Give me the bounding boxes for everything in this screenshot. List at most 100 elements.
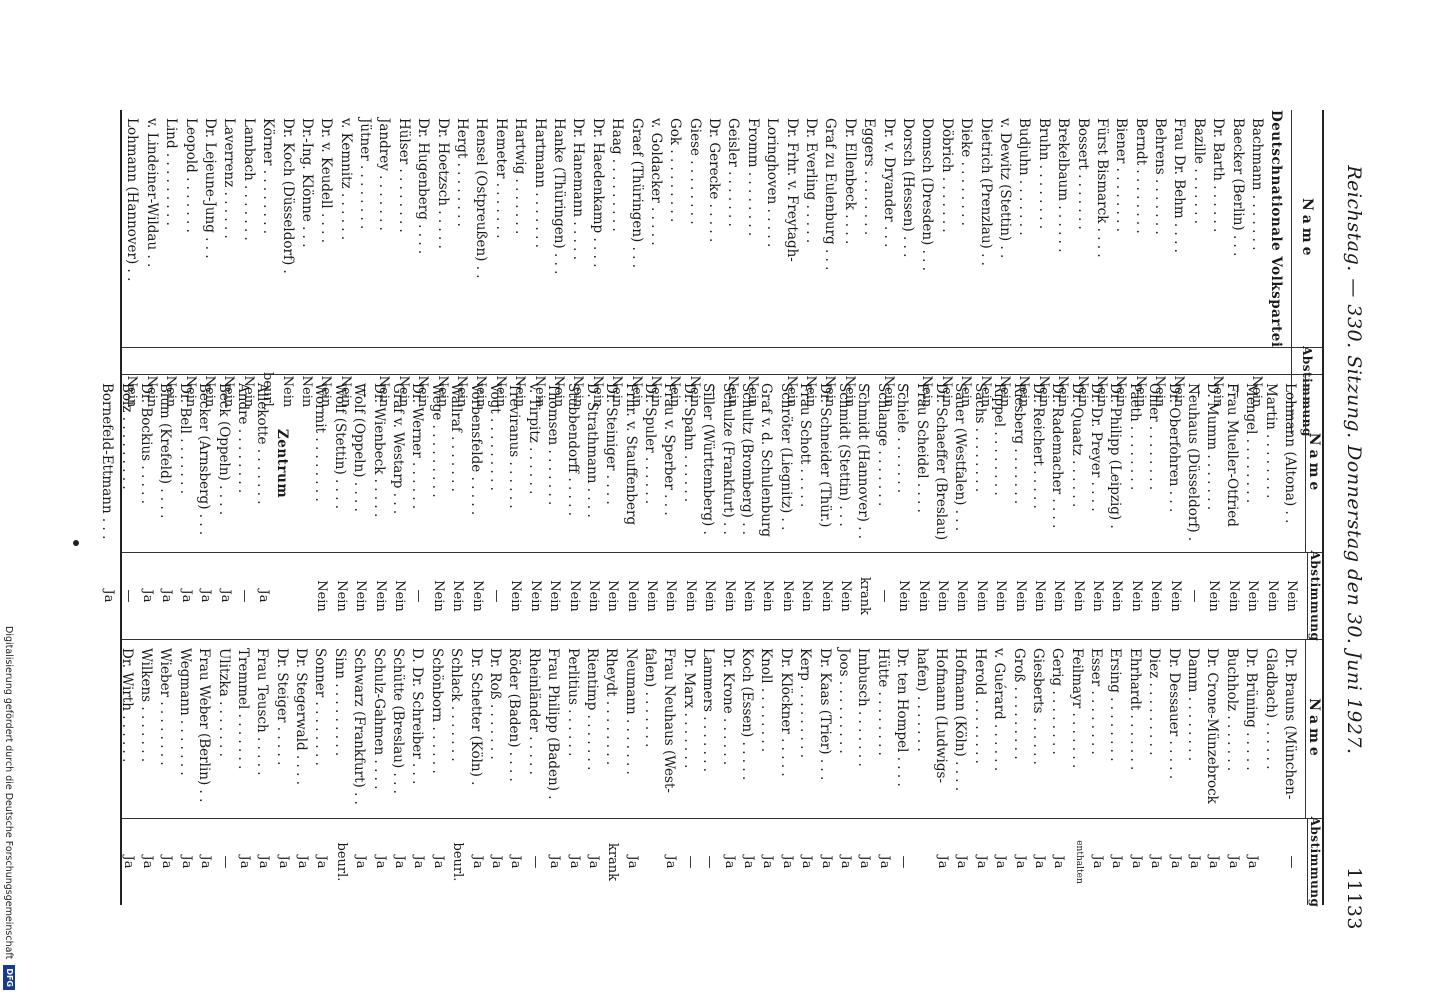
member-name: Dr. Bell . . . . . . .: [176, 383, 193, 494]
member-name: Dr. Frhr. v. Freytagh-: [783, 118, 800, 262]
member-name: Dr. Kaas (Trier) . . .: [816, 648, 833, 781]
vote-value: Ja: [372, 855, 388, 869]
member-name: Dr. Spuler . . . . . .: [642, 383, 659, 505]
member-name: Wilkens . . . . . . .: [137, 648, 154, 763]
vote-value: Ja: [139, 855, 155, 869]
member-name: Hütte . . . . . . . .: [874, 648, 891, 756]
member-name: Dr. Barth . . . . . .: [1210, 118, 1227, 233]
member-name: Hanke (Thüringen) . . .: [550, 118, 567, 275]
member-name: Domsch (Dresden) . . .: [919, 118, 936, 272]
vote-value: Ja: [1128, 855, 1144, 869]
member-name: Dr. Steiger . . . . .: [273, 648, 290, 766]
member-name: Dr. v. Keudell . . . .: [318, 118, 335, 243]
member-name: Dr. Roß . . . . . . .: [486, 648, 503, 760]
page-number: 11133: [1343, 867, 1365, 930]
member-name: Dr. Oberfohren . . .: [1165, 383, 1182, 513]
vote-value: Ja: [256, 855, 272, 869]
vote-value: Nein: [1264, 580, 1280, 612]
vote-value: Ja: [120, 855, 136, 869]
member-name: Dr. Koch (Düsseldorf) .: [279, 118, 296, 274]
member-name: Giese . . . . . . . .: [686, 118, 703, 225]
member-name: Dr. Hugenberg . . . .: [415, 118, 432, 255]
member-name: Laverrenz . . . . . .: [221, 118, 238, 239]
member-name: Dieke . . . . . . . .: [958, 118, 975, 226]
vote-value: Nein: [333, 580, 349, 612]
vote-value: Nein: [1012, 580, 1028, 612]
vote-value: Ja: [1148, 855, 1164, 869]
member-name: D. Dr. Schreiber . . .: [409, 648, 426, 785]
member-name: Hensel (Ostpreußen) . .: [473, 118, 490, 279]
member-name: Loringhoven . . . . .: [764, 118, 781, 248]
member-name: Blum (Krefeld) . . . .: [157, 383, 174, 519]
member-name: Lambach . . . . . . .: [240, 118, 257, 241]
vote-value: Nein: [663, 580, 679, 612]
member-name: Knoll . . . . . . . .: [758, 648, 775, 753]
vote-value: [913, 819, 932, 905]
member-name: Dr. Brauns (München-: [1282, 648, 1298, 800]
member-name: Haag . . . . . . . . .: [609, 118, 626, 232]
member-name: Hartmann . . . . . . .: [531, 118, 548, 249]
member-name: Dr. ten Hompel . . . .: [894, 648, 911, 787]
member-name: Frhr. v. Stauffenberg: [622, 383, 639, 526]
member-name: Rheydt . . . . . . . .: [603, 648, 620, 766]
vote-value: Nein: [508, 580, 524, 612]
vote-value: Ja: [159, 589, 175, 603]
vote-value: Nein: [1051, 580, 1067, 612]
vote-value: —: [1284, 855, 1299, 869]
vote-value: Ja: [1187, 855, 1203, 869]
member-name: Bruhn . . . . . . . .: [1035, 118, 1052, 230]
vote-value: [273, 553, 292, 639]
vote-value: Ja: [876, 855, 892, 869]
member-name: Dorsch (Hessen) . . .: [900, 118, 917, 258]
vote-value: Ja: [993, 855, 1009, 869]
member-name: Mengel . . . . . . . .: [1243, 383, 1260, 504]
vote-value: Nein: [682, 580, 698, 612]
vote-value: Nein: [314, 580, 330, 612]
member-name: Frau Teusch . . . . .: [254, 648, 271, 776]
member-name: Bornefeld-Ettmann . . .: [99, 383, 116, 540]
vote-value: Nein: [1206, 580, 1222, 612]
vote-column-header: Abstimmung: [1307, 550, 1322, 642]
vote-value: Ja: [838, 855, 854, 869]
vote-value: krank: [857, 576, 873, 616]
member-name: Ohler . . . . . . . .: [1146, 383, 1163, 491]
member-name: Siller (Württemberg) .: [700, 383, 717, 535]
member-name: D. Strathmann . . . .: [583, 383, 600, 518]
vote-value: Nein: [799, 580, 815, 612]
table-column: Name Dr. Brauns (München- Gladbach) . . .…: [119, 640, 1322, 907]
vote-value: —: [236, 589, 252, 603]
vote-value: Ja: [178, 855, 194, 869]
member-name: Jandrey . . . . . . .: [376, 118, 393, 231]
vote-value: Ja: [624, 855, 640, 869]
member-name: Sonner . . . . . . . .: [312, 648, 329, 766]
member-name: Dr. Dr. Preyer . . . .: [1088, 383, 1105, 512]
party-heading: Deutschnationale Volkspartei: [1268, 110, 1285, 348]
vote-value: Nein: [605, 580, 621, 612]
member-name: Hergt . . . . . . . .: [454, 118, 471, 227]
member-name: Schulz-Gahmen . . . .: [370, 648, 387, 790]
member-name: Wieber . . . . . . . .: [157, 648, 174, 766]
vote-list: Nein Nein Nein Nein Nein — Nein Nein Nein Nein Nei…: [99, 553, 1307, 639]
member-name: Dr. Wienbeck . . . . .: [370, 383, 387, 518]
member-name: Dr. Brüning . . . . .: [1243, 648, 1260, 771]
vote-value: Nein: [392, 580, 408, 612]
member-name: Frau v. Sperber . . .: [661, 383, 678, 516]
member-name: Gladbach) . . . . . .: [1262, 648, 1279, 770]
vote-value: Nein: [721, 580, 737, 612]
vote-value: Ja: [1206, 855, 1222, 869]
member-name: Frau Philipp (Baden) .: [545, 648, 562, 800]
member-name: Neuhaus (Düsseldorf) .: [1185, 383, 1202, 542]
member-name: Koch (Essen) . . . . .: [739, 648, 756, 781]
vote-value: Nein: [779, 580, 795, 612]
vote-value: Nein: [915, 580, 931, 612]
member-name: Treviranus . . . . . .: [506, 383, 523, 509]
member-name: Dr. Werner . . . . . .: [409, 383, 426, 510]
member-name: Dr. Marx . . . . . . .: [680, 648, 697, 769]
member-name: Perlitius . . . . . .: [564, 648, 581, 757]
table-column: Name Lohmann (Altona) . . Martin . . . . …: [99, 375, 1322, 642]
member-name: Eggers . . . . . . . .: [861, 118, 878, 236]
member-name: Ulitzka . . . . . . .: [215, 648, 232, 757]
vote-value: Ja: [1167, 855, 1183, 869]
member-name: Riesberg . . . . . . .: [1010, 383, 1027, 505]
vote-value: Nein: [585, 580, 601, 612]
